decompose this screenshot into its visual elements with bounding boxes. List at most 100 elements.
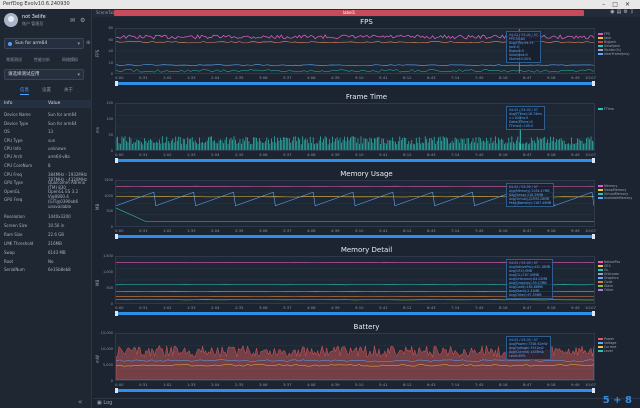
time-range-slider[interactable] [115,81,595,86]
settings-icon[interactable]: ⚙ [623,9,630,15]
series-line [116,64,594,66]
legend-item[interactable]: AvailableMemory [598,196,632,200]
legend-label: BigJank [604,40,617,44]
x-tick-label: 3:06 [259,75,268,80]
plot-area[interactable]: 04-02 / 03-05 / 07 FPS:55.82 Avg(FPS):59… [115,28,595,74]
legend-item[interactable]: SmallJank [598,44,630,48]
info-header-key: Info [4,101,13,106]
legend-item[interactable]: Power [598,337,616,341]
minimize-button[interactable]: – [602,1,613,8]
legend-swatch [598,350,603,352]
plot-area[interactable]: 04-02 / 03-05 / 07 Avg(Power):7348.92mW … [115,333,595,381]
legend-item[interactable]: Unknown [598,272,620,276]
info-tabs: 信息 设置 关于 [0,87,92,95]
x-tick-label: 1:33 [187,382,196,387]
legend-swatch [598,45,603,47]
chart-legend: Memory SwapMemory VirtualMemory AvailableMe… [598,184,632,200]
x-tick-label: 1:02 [163,75,172,80]
info-key: CPU Type [4,138,23,143]
sidebar: not 3elife 账户 管理员 ✉ ⚙ Sun for arm64 ▾ ⊕ … [0,9,92,408]
legend-item[interactable]: Jank [598,36,630,40]
y-axis-label: mW [95,355,100,363]
x-tick-label: 2:04 [211,228,220,233]
chart-panel-fps: FPS 04-02 / 03-05 / 07 FPS:55.82 Avg(FPS)… [93,17,640,91]
legend-item[interactable]: GL [598,268,620,272]
time-range-slider[interactable] [115,234,595,239]
app-selector[interactable]: 请选择测试应用 ▾ [4,69,84,80]
info-key: CPU Info [4,146,21,151]
mail-icon[interactable]: ✉ [70,17,76,24]
window-title: PerfDog Evolv10.6.240930 [3,1,70,7]
x-tick-label: 2:35 [235,305,244,310]
info-key: GPU Type [4,180,23,185]
legend-swatch [598,53,603,55]
legend-item[interactable]: FTime [598,107,614,111]
mode-tab-regular[interactable]: 常规测试 [6,57,22,62]
legend-swatch [598,189,603,191]
close-button[interactable]: ✕ [624,1,637,8]
legend-item[interactable]: NativePss [598,260,620,264]
info-key: SerialNum [4,267,25,272]
add-device-icon[interactable]: ⊕ [86,40,91,46]
tab-info[interactable]: 信息 [20,88,29,95]
mode-tab-analysis[interactable]: 性能分析 [34,57,50,62]
settings-icon[interactable]: ⚙ [80,17,86,24]
legend-item[interactable]: Memory [598,184,632,188]
time-range-slider[interactable] [115,158,595,163]
chevron-down-icon: ▾ [77,41,80,47]
x-tick-label: 7:45 [475,305,484,310]
tab-about[interactable]: 关于 [64,88,73,93]
folder-icon[interactable]: ▤ [616,9,624,15]
legend-item[interactable]: SwapMemory [598,188,632,192]
x-axis: 0:00 0:31 1:02 1:33 2:04 2:35 3:06 3:37 4:08 4:39… [115,305,596,310]
legend-label: Voltage [604,341,617,345]
x-tick-label: 9:49 [571,228,580,233]
export-icon[interactable]: ⇩ [629,9,636,15]
legend-item[interactable]: GFX [598,264,620,268]
avatar[interactable] [4,13,18,27]
x-tick-label: 5:41 [379,305,388,310]
plot-area[interactable]: 04-02 / 03-05 / 07 Avg(FTime):16.74ms >=… [115,103,595,151]
collapse-sidebar-icon[interactable]: « [78,398,83,406]
hover-tooltip: 04-02 / 03-05 / 07 Avg(NativePss):432.18… [506,259,554,299]
legend-item[interactable]: BigJank [598,40,630,44]
tab-settings[interactable]: 设置 [42,88,51,93]
x-tick-label: 1:33 [187,152,196,157]
plot-area[interactable]: 04-02 / 03-05 / 07 Avg(NativePss):432.18… [115,256,595,304]
legend-item[interactable]: Other [598,288,620,292]
time-range-slider[interactable] [115,388,595,393]
legend-item[interactable]: Code [598,280,620,284]
scene-strip: SceneTab label1 ◉▤⚙⇩ [93,9,640,17]
window-controls[interactable]: –□✕ [602,0,637,9]
info-key: Screen Size [4,223,28,228]
legend-item[interactable]: Voltage [598,341,616,345]
legend-item[interactable]: Stutter(%) [598,48,630,52]
chart-legend: FTime [598,107,614,111]
legend-item[interactable]: Stack [598,284,620,288]
info-key: Device Name [4,112,31,117]
legend-item[interactable]: Current [598,345,616,349]
info-value: 13 [48,129,54,134]
mode-tab-network[interactable]: 网络模拟 [62,57,78,62]
maximize-button[interactable]: □ [612,1,625,8]
chart-title: Memory Detail [340,246,393,254]
label-bar[interactable]: label1 [114,10,584,16]
legend-item[interactable]: InterFrame(ms) [598,52,630,56]
device-selector[interactable]: Sun for arm64 ▾ [4,38,84,49]
time-range-slider[interactable] [115,311,595,316]
x-tick-label: 7:14 [451,228,460,233]
legend-item[interactable]: VirtualMemory [598,192,632,196]
location-icon[interactable]: ◉ [610,9,617,15]
x-tick-label: 2:04 [211,305,220,310]
legend-item[interactable]: Level [598,349,616,353]
log-button[interactable]: ▣ Log [97,400,113,406]
legend-label: NativePss [604,260,621,264]
legend-item[interactable]: FPS [598,32,630,36]
plot-area[interactable]: 04-02 / 03-05 / 07 Avg(Memory):1034.47MB… [115,180,595,227]
x-tick-label: 8:16 [499,152,508,157]
legend-item[interactable]: Graphics [598,276,620,280]
x-tick-label: 4:39 [331,305,340,310]
x-tick-label: 2:04 [211,382,220,387]
info-key: LMK Threshold [4,241,34,246]
x-tick-label: 6:12 [403,228,412,233]
